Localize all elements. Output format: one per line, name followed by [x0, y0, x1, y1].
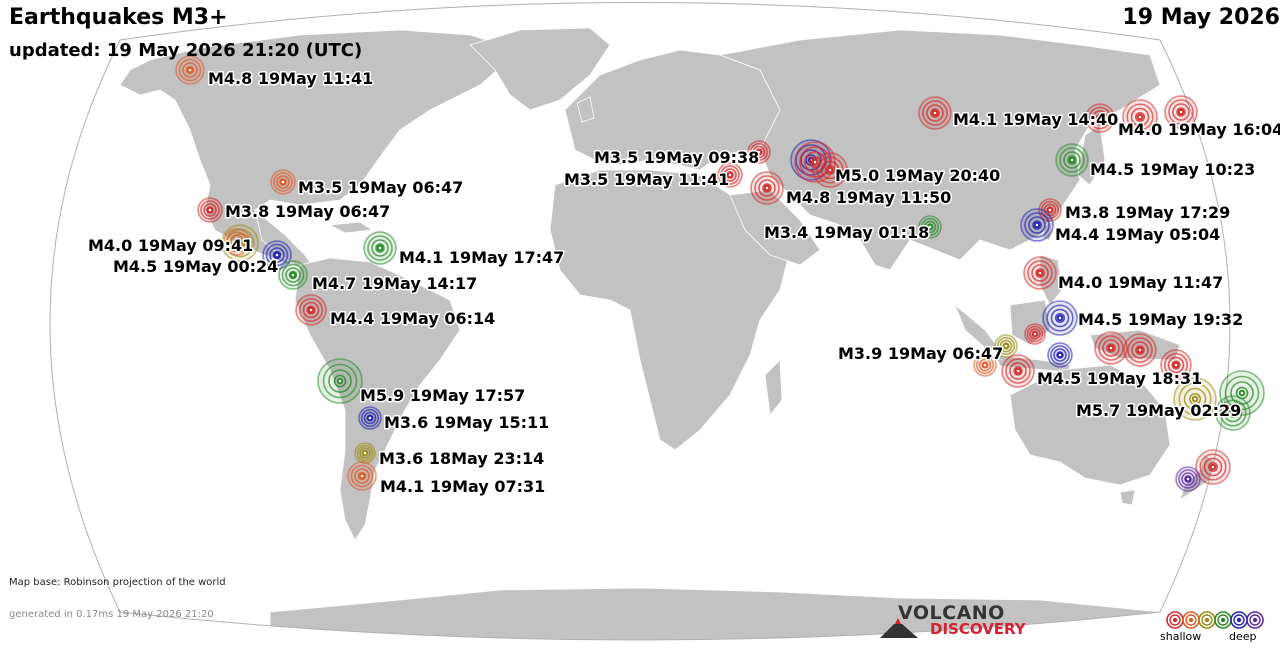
- earthquake-marker[interactable]: [1001, 354, 1035, 388]
- earthquake-labels: M4.8 19May 11:41 M3.5 19May 06:47 M3.8 19M…: [87, 68, 1280, 498]
- earthquake-label: M4.4 19May 06:14: [330, 309, 495, 328]
- earthquake-label: M4.5 19May 18:31: [1037, 369, 1202, 388]
- earthquake-label: M3.5 19May 11:41: [564, 170, 729, 189]
- earthquake-label: M4.7 19May 14:17: [312, 274, 477, 293]
- legend-ring: [1246, 611, 1264, 629]
- earthquake-label: M4.1 19May 07:31: [380, 477, 545, 496]
- earthquake-label: M3.6 19May 15:11: [384, 413, 549, 432]
- legend-ring: [1182, 611, 1200, 629]
- earthquake-marker[interactable]: [278, 260, 308, 290]
- earthquake-marker-unlabeled[interactable]: [1047, 342, 1073, 368]
- earthquake-label: M4.8 19May 11:41: [208, 69, 373, 88]
- earthquake-marker-unlabeled[interactable]: [1094, 331, 1128, 365]
- earthquake-marker[interactable]: [918, 96, 952, 130]
- earthquake-label: M4.8 19May 11:50: [786, 188, 951, 207]
- earthquake-marker[interactable]: [1020, 208, 1054, 242]
- earthquake-label: M3.8 19May 17:29: [1065, 203, 1230, 222]
- australia: [1009, 364, 1171, 486]
- earthquake-label: M5.0 19May 20:40: [835, 166, 1000, 185]
- updated-timestamp: updated: 19 May 2026 21:20 (UTC): [9, 40, 363, 61]
- legend-ring: [1230, 611, 1248, 629]
- earthquake-marker[interactable]: [747, 140, 771, 164]
- earthquake-label: M3.9 19May 06:47: [838, 344, 1003, 363]
- earthquake-markers[interactable]: [175, 55, 1265, 492]
- generated-note: generated in 0.17ms 19 May 2026 21:20: [9, 609, 214, 620]
- earthquake-marker-unlabeled[interactable]: [1164, 95, 1198, 129]
- earthquake-marker[interactable]: [973, 353, 997, 377]
- earthquake-label: M3.4 19May 01:18: [764, 223, 929, 242]
- earthquake-label: M3.5 19May 09:38: [594, 148, 759, 167]
- earthquake-label: M3.6 18May 23:14: [379, 449, 544, 468]
- earthquake-marker[interactable]: [270, 169, 296, 195]
- greenland: [469, 27, 611, 111]
- earthquake-marker[interactable]: [175, 55, 205, 85]
- earthquake-marker[interactable]: [1055, 143, 1089, 177]
- logo-text-discovery: DISCOVERY: [930, 620, 1026, 638]
- earthquake-marker[interactable]: [750, 171, 784, 205]
- earthquake-label: M4.5 19May 10:23: [1090, 160, 1255, 179]
- map-title: Earthquakes M3+: [9, 5, 228, 30]
- earthquake-label: M4.4 19May 05:04: [1055, 225, 1220, 244]
- earthquake-label: M4.1 19May 17:47: [399, 248, 564, 267]
- legend-shallow-label: shallow: [1160, 630, 1202, 643]
- earthquake-label: M5.9 19May 17:57: [360, 386, 525, 405]
- earthquake-label: M5.7 19May 02:29: [1076, 401, 1241, 420]
- earthquake-label: M4.1 19May 14:40: [953, 110, 1118, 129]
- logo-text-volcano: VOLCANO: [898, 602, 1005, 624]
- earthquake-marker[interactable]: [1023, 256, 1057, 290]
- earthquake-marker[interactable]: [1173, 377, 1217, 421]
- earthquake-marker[interactable]: [363, 231, 397, 265]
- madagascar: [764, 359, 783, 416]
- depth-legend-rings: [1166, 611, 1264, 629]
- earthquake-marker[interactable]: [1122, 99, 1158, 135]
- earthquake-marker-unlabeled[interactable]: [1215, 395, 1251, 431]
- earthquake-label: M4.5 19May 19:32: [1078, 310, 1243, 329]
- earthquake-marker[interactable]: [317, 358, 363, 404]
- map-base-note: Map base: Robinson projection of the wor…: [9, 577, 226, 588]
- map-date: 19 May 2026: [1122, 5, 1280, 30]
- uk: [576, 96, 595, 123]
- earthquake-marker-unlabeled[interactable]: [1024, 323, 1046, 345]
- volcano-logo-icon: [880, 618, 918, 638]
- earthquake-marker[interactable]: [794, 141, 836, 183]
- earthquake-marker-unlabeled[interactable]: [1123, 333, 1157, 367]
- volcano-discovery-logo[interactable]: VOLCANO DISCOVERY: [880, 602, 1040, 642]
- tasmania: [1119, 489, 1136, 506]
- earthquake-marker-unlabeled[interactable]: [1085, 103, 1115, 133]
- globe-outline: [49, 2, 1231, 641]
- legend-ring: [1214, 611, 1232, 629]
- indonesia-sumatra: [954, 304, 1001, 353]
- earthquake-marker[interactable]: [354, 442, 376, 464]
- europe: [564, 49, 781, 171]
- legend-ring: [1198, 611, 1216, 629]
- earthquake-marker[interactable]: [295, 294, 327, 326]
- depth-legend: shallow deep: [1160, 610, 1270, 648]
- earthquake-label: M4.0 19May 16:04: [1118, 120, 1280, 139]
- earthquake-marker[interactable]: [347, 461, 377, 491]
- earthquake-label: M4.5 19May 00:24: [113, 257, 278, 276]
- africa: [549, 169, 791, 451]
- earthquake-marker-unlabeled[interactable]: [994, 334, 1018, 358]
- earthquake-marker-unlabeled[interactable]: [1195, 449, 1231, 485]
- caribbean: [328, 221, 374, 234]
- earthquake-label: M4.0 19May 11:47: [1058, 273, 1223, 292]
- earthquake-marker[interactable]: [358, 406, 382, 430]
- earthquake-label: M3.8 19May 06:47: [225, 202, 390, 221]
- earthquake-marker-unlabeled[interactable]: [1175, 466, 1201, 492]
- earthquake-marker[interactable]: [223, 228, 251, 256]
- earthquake-label: M3.5 19May 06:47: [298, 178, 463, 197]
- arabia: [729, 189, 821, 266]
- earthquake-label: M4.0 19May 09:41: [88, 236, 253, 255]
- earthquake-marker[interactable]: [717, 162, 743, 188]
- earthquake-marker[interactable]: [262, 240, 292, 270]
- earthquake-marker[interactable]: [918, 215, 942, 239]
- legend-ring: [1166, 611, 1184, 629]
- legend-deep-label: deep: [1229, 630, 1257, 643]
- earthquake-marker[interactable]: [1042, 300, 1078, 336]
- earthquake-marker[interactable]: [197, 197, 223, 223]
- earthquake-marker-unlabeled[interactable]: [1160, 349, 1192, 381]
